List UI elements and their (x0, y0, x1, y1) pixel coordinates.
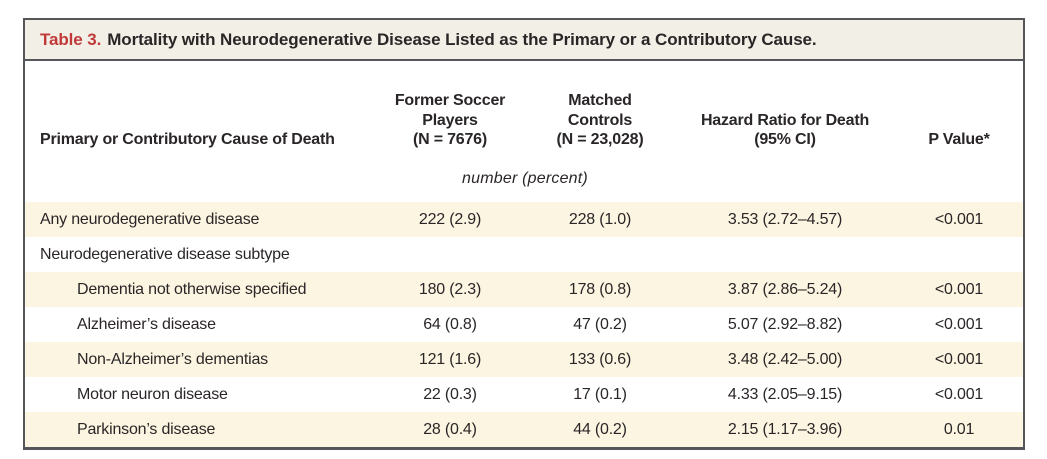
table-row: Any neurodegenerative disease 222 (2.9) … (25, 202, 1023, 237)
table-row: Motor neuron disease 22 (0.3) 17 (0.1) 4… (25, 377, 1023, 412)
cell-cause: Dementia not otherwise specified (77, 280, 307, 298)
table-row: Dementia not otherwise specified 180 (2.… (25, 272, 1023, 307)
cell-controls: 228 (1.0) (568, 210, 632, 228)
cell-hazard-ratio: 3.87 (2.86–5.24) (727, 280, 843, 298)
cell-p-value: <0.001 (934, 350, 984, 368)
units-row: number (percent) (25, 156, 1023, 202)
table-title: Mortality with Neurodegenerative Disease… (107, 29, 817, 49)
cell-players: 121 (1.6) (418, 350, 482, 368)
cell-p-value: <0.001 (934, 280, 984, 298)
table-row: Non-Alzheimer’s dementias 121 (1.6) 133 … (25, 342, 1023, 377)
table-title-bar: Table 3. Mortality with Neurodegenerativ… (25, 20, 1023, 61)
cell-cause: Non-Alzheimer’s dementias (77, 350, 268, 368)
cell-cause: Neurodegenerative disease subtype (40, 245, 290, 263)
mortality-table: Table 3. Mortality with Neurodegenerativ… (23, 18, 1025, 450)
cell-controls: 47 (0.2) (573, 315, 627, 333)
cell-p-value: 0.01 (943, 420, 975, 438)
table-row: Parkinson’s disease 28 (0.4) 44 (0.2) 2.… (25, 412, 1023, 447)
cell-hazard-ratio: 2.15 (1.17–3.96) (727, 420, 843, 438)
cell-hazard-ratio: 3.48 (2.42–5.00) (727, 350, 843, 368)
cell-cause: Parkinson’s disease (77, 420, 216, 438)
cell-cause: Motor neuron disease (77, 385, 228, 403)
cell-players: 64 (0.8) (423, 315, 477, 333)
cell-p-value: <0.001 (934, 315, 984, 333)
cell-controls: 44 (0.2) (573, 420, 627, 438)
header-hazard-ratio: Hazard Ratio for Death (95% CI) (700, 111, 870, 149)
cell-p-value: <0.001 (934, 210, 984, 228)
table-number-label: Table 3. (40, 29, 102, 49)
cell-hazard-ratio: 4.33 (2.05–9.15) (727, 385, 843, 403)
cell-players: 222 (2.9) (418, 210, 482, 228)
cell-controls: 17 (0.1) (573, 385, 627, 403)
cell-cause: Any neurodegenerative disease (40, 210, 260, 228)
cell-players: 180 (2.3) (418, 280, 482, 298)
cell-cause: Alzheimer’s disease (77, 315, 216, 333)
table-row-section-header: Neurodegenerative disease subtype (25, 237, 1023, 272)
cell-controls: 133 (0.6) (568, 350, 632, 368)
header-cause-of-death: Primary or Contributory Cause of Death (40, 131, 335, 149)
header-matched-controls: Matched Controls (N = 23,028) (556, 92, 644, 149)
table-header-row: Primary or Contributory Cause of Death F… (25, 61, 1023, 156)
cell-players: 28 (0.4) (423, 420, 477, 438)
cell-players: 22 (0.3) (423, 385, 477, 403)
cell-controls: 178 (0.8) (568, 280, 632, 298)
cell-hazard-ratio: 5.07 (2.92–8.82) (727, 315, 843, 333)
cell-p-value: <0.001 (934, 385, 984, 403)
units-note: number (percent) (462, 170, 588, 187)
cell-hazard-ratio: 3.53 (2.72–4.57) (727, 210, 843, 228)
table-row: Alzheimer’s disease 64 (0.8) 47 (0.2) 5.… (25, 307, 1023, 342)
header-p-value: P Value* (928, 131, 990, 149)
header-former-soccer-players: Former Soccer Players (N = 7676) (394, 92, 506, 149)
